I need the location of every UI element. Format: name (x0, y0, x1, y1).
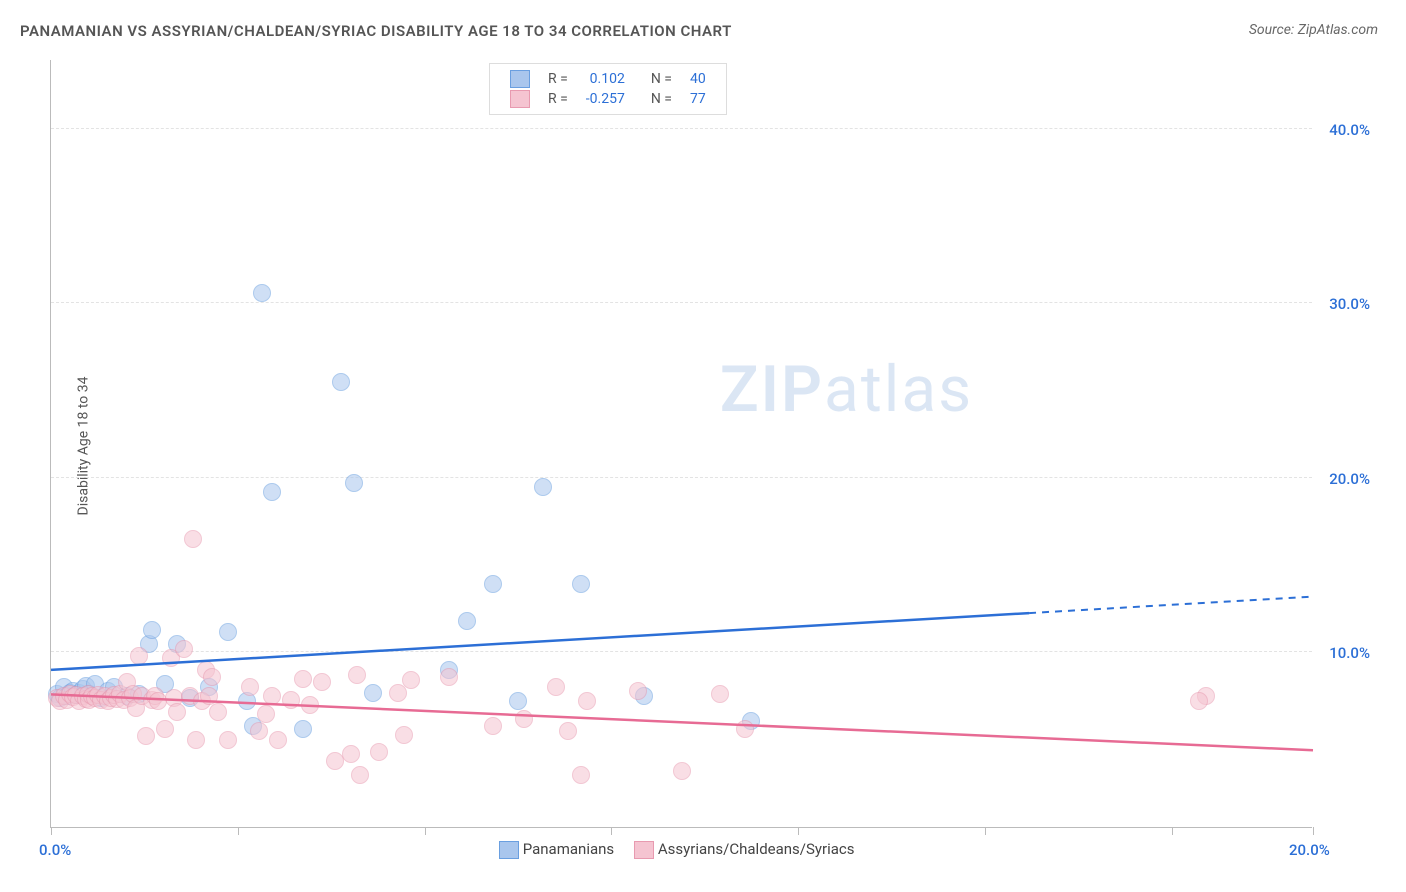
series-legend: Panamanians Assyrians/Chaldeans/Syriacs (499, 840, 854, 859)
stat-label: N = (635, 70, 680, 88)
x-tick (425, 827, 426, 835)
y-tick-label: 10.0% (1329, 644, 1370, 662)
legend-label: Panamanians (523, 840, 614, 858)
x-tick (238, 827, 239, 835)
x-tick (985, 827, 986, 835)
legend-swatch (510, 70, 530, 88)
y-tick-label: 30.0% (1329, 295, 1370, 313)
x-tick (1313, 827, 1314, 835)
x-tick-label: 0.0% (39, 841, 71, 859)
legend-swatch (510, 90, 530, 108)
legend-label: Assyrians/Chaldeans/Syriacs (658, 840, 855, 858)
legend-swatch (499, 841, 519, 859)
x-tick (51, 827, 52, 835)
x-tick (798, 827, 799, 835)
plot-area: ZIPatlas10.0%20.0%30.0%40.0%0.0%20.0%R =… (50, 60, 1312, 828)
regression-lines (51, 59, 1313, 827)
r-value: -0.257 (578, 90, 633, 108)
y-tick-label: 40.0% (1329, 121, 1370, 139)
x-tick (611, 827, 612, 835)
r-value: 0.102 (578, 70, 633, 88)
stat-label: N = (635, 90, 680, 108)
stats-legend: R =0.102N =40 R =-0.257N =77 (489, 63, 727, 115)
stat-label: R = (540, 70, 576, 88)
x-tick (1172, 827, 1173, 835)
legend-swatch (634, 841, 654, 859)
legend-item: Assyrians/Chaldeans/Syriacs (634, 840, 854, 859)
stat-label: R = (540, 90, 576, 108)
n-value: 77 (682, 90, 714, 108)
chart-title: PANAMANIAN VS ASSYRIAN/CHALDEAN/SYRIAC D… (20, 22, 732, 40)
x-tick-label: 20.0% (1289, 841, 1330, 859)
legend-item: Panamanians (499, 840, 614, 859)
y-tick-label: 20.0% (1329, 470, 1370, 488)
n-value: 40 (682, 70, 714, 88)
source-attribution: Source: ZipAtlas.com (1249, 22, 1378, 38)
